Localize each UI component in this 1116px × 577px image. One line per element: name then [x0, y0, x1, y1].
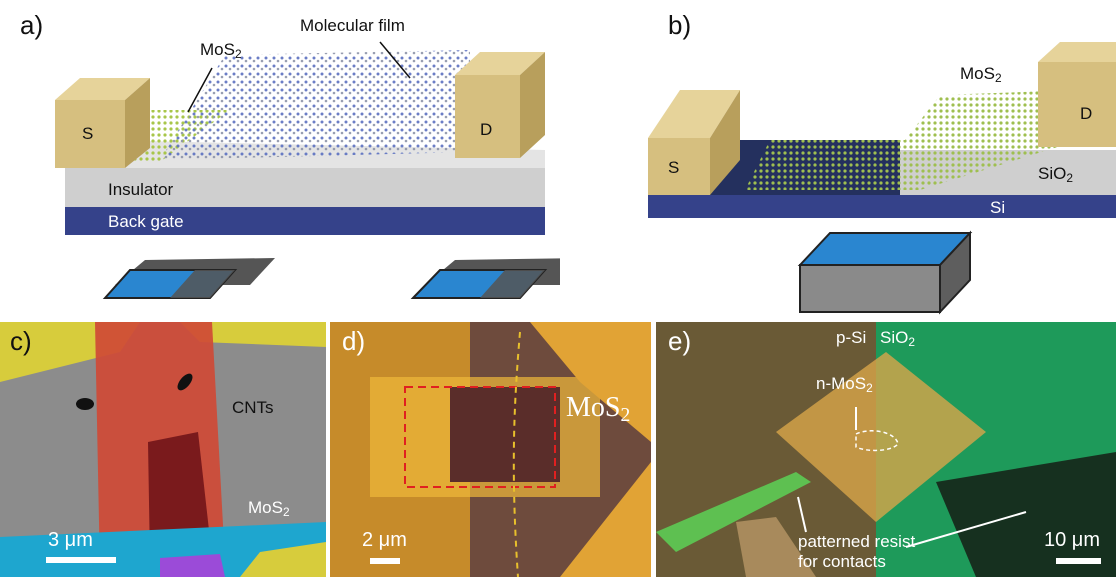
panel-a: a) MoS2 Molecular film S D Insulator Bac… — [0, 0, 560, 320]
panel-b-oxide-sub: 2 — [1066, 170, 1073, 185]
panel-e-psi-label: p-Si — [836, 328, 867, 347]
panel-d-scale-bar — [370, 558, 400, 564]
panel-d: d) MoS2 2 μm — [330, 322, 651, 577]
panel-a-film-label: Molecular film — [300, 16, 405, 35]
panel-a-letter: a) — [20, 10, 44, 40]
panel-d-mos2-sub: 2 — [620, 404, 631, 426]
panel-c-micrograph — [0, 322, 326, 577]
panel-e-resist-line2: for contacts — [798, 552, 886, 571]
panel-e-sio2-sub: 2 — [908, 334, 915, 349]
panel-c-mos2-label: MoS2 — [248, 498, 290, 519]
molecular-film — [160, 50, 470, 160]
panel-c-cnt-label: CNTs — [232, 398, 274, 417]
panel-e-nmos2-text: n-MoS — [816, 374, 867, 393]
panel-b-mos2-text: MoS — [960, 64, 995, 83]
panel-b-source-label: S — [668, 158, 680, 177]
panel-a-gate-label: Back gate — [108, 212, 184, 231]
substrate-icon-right — [410, 258, 560, 299]
source-electrode — [55, 100, 125, 168]
panel-e-letter: e) — [668, 326, 692, 356]
panel-b-device-illustration — [648, 42, 1116, 315]
panel-d-scale-label: 2 μm — [362, 529, 407, 551]
panel-e: e) p-Si SiO2 n-MoS2 patterned resist for… — [656, 322, 1116, 577]
panel-e-resist-line1: patterned resist — [798, 532, 916, 551]
panel-a-mos2-sub: 2 — [234, 46, 242, 61]
panel-d-mos2-text: MoS — [566, 392, 621, 423]
panel-c-scale-label: 3 μm — [48, 529, 93, 551]
panel-a-source-label: S — [82, 124, 94, 143]
panel-b-mos2-label: MoS2 — [960, 64, 1002, 85]
panel-e-nmos2-label: n-MoS2 — [816, 374, 873, 395]
panel-d-letter: d) — [342, 326, 366, 356]
panel-a-device-illustration — [55, 41, 560, 299]
substrate-slab-icon — [797, 230, 973, 315]
panel-a-mos2-text: MoS — [200, 40, 235, 59]
panel-b-drain-label: D — [1080, 104, 1093, 123]
panel-b-substrate-label: Si — [990, 198, 1006, 217]
panel-d-micrograph — [330, 322, 651, 577]
panel-b-oxide-label: SiO2 — [1038, 164, 1073, 185]
drain-block — [1038, 62, 1116, 147]
panel-e-micrograph — [656, 322, 1116, 577]
panel-a-mos2-label: MoS2 — [200, 40, 242, 61]
panel-c-mos2-text: MoS — [248, 498, 283, 517]
source-block — [648, 138, 710, 195]
mos2-sheet — [745, 90, 1080, 190]
panel-a-insulator-label: Insulator — [108, 180, 174, 199]
panel-b-mos2-sub: 2 — [994, 70, 1002, 85]
panel-e-nmos2-sub: 2 — [866, 380, 873, 395]
panel-e-scale-bar — [1056, 558, 1101, 564]
panel-a-drain-label: D — [480, 120, 493, 139]
panel-b: b) MoS2 S D SiO2 Si — [560, 0, 1116, 320]
panel-e-scale-label: 10 μm — [1044, 529, 1100, 551]
panel-c-scale-bar — [46, 557, 116, 563]
panel-e-sio2-label: SiO2 — [880, 328, 915, 349]
panel-e-resist-label: patterned resist for contacts — [798, 532, 915, 572]
panel-c: c) CNTs MoS2 3 μm — [0, 322, 326, 577]
substrate-icon-left — [102, 258, 275, 299]
panel-e-sio2-text: SiO — [880, 328, 909, 347]
panel-b-oxide-text: SiO — [1038, 164, 1067, 183]
drain-electrode — [455, 75, 520, 158]
panel-d-mos2-label: MoS2 — [566, 392, 630, 427]
panel-b-letter: b) — [668, 10, 692, 40]
panel-c-letter: c) — [10, 326, 32, 356]
panel-c-mos2-sub: 2 — [282, 504, 290, 519]
resist-pattern — [776, 352, 986, 522]
